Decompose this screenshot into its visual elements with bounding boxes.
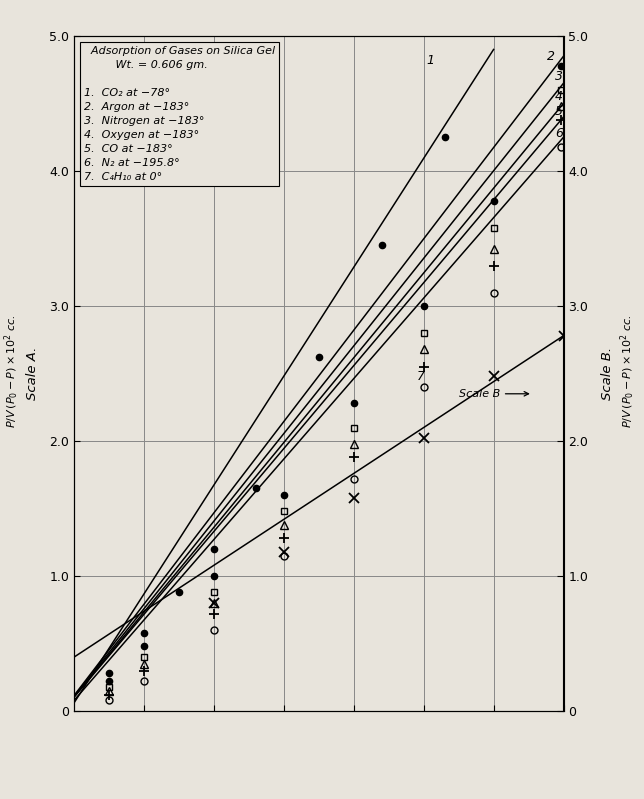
Text: 7: 7 [417, 370, 424, 383]
Text: Scale A.: Scale A. [26, 347, 39, 400]
Text: $P/V\,(P_0 - P) \times 10^2$ cc.: $P/V\,(P_0 - P) \times 10^2$ cc. [3, 315, 21, 428]
Text: 5: 5 [555, 105, 563, 118]
Text: $P/V\,(P_0 - P) \times 10^2$ cc.: $P/V\,(P_0 - P) \times 10^2$ cc. [619, 315, 637, 428]
Text: Scale B: Scale B [459, 389, 529, 399]
Text: 3: 3 [555, 70, 563, 83]
Text: Adsorption of Gases on Silica Gel
         Wt. = 0.606 gm.

1.  CO₂ at −78°
2.  : Adsorption of Gases on Silica Gel Wt. = … [84, 46, 275, 182]
Text: Scale B.: Scale B. [601, 347, 614, 400]
Text: 6: 6 [555, 127, 563, 140]
Text: 4: 4 [555, 90, 563, 103]
Text: 2: 2 [547, 50, 554, 62]
Text: 1: 1 [426, 54, 435, 67]
